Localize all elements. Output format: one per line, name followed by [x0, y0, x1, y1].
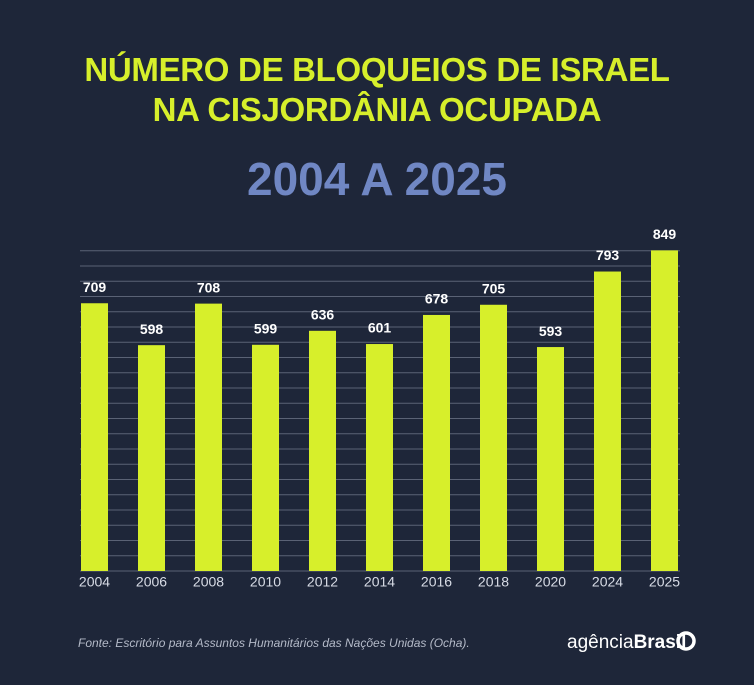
bar: [309, 330, 336, 571]
x-tick-label: 2014: [364, 574, 395, 590]
value-label: 601: [368, 320, 392, 336]
x-tick-label: 2012: [307, 574, 338, 590]
logo-bold: Brasil: [634, 632, 687, 653]
x-tick-label: 2006: [136, 574, 167, 590]
value-label: 593: [539, 323, 563, 339]
chart-title: NÚMERO DE BLOQUEIOS DE ISRAEL NA CISJORD…: [84, 51, 670, 128]
x-tick-label: 2016: [421, 574, 452, 590]
value-label: 599: [254, 320, 278, 336]
bar: [480, 304, 507, 571]
logo: agênciaBrasil: [567, 632, 686, 653]
bar: [138, 345, 165, 571]
value-label: 678: [425, 291, 449, 307]
x-tick-label: 2008: [193, 574, 224, 590]
value-label: 705: [482, 280, 506, 296]
bar: [651, 250, 678, 572]
chart-subtitle: 2004 A 2025: [246, 153, 508, 205]
bar: [81, 303, 108, 571]
x-tick-label: 2024: [592, 574, 623, 590]
bar: [366, 344, 393, 571]
value-label: 709: [83, 279, 107, 295]
value-label: 636: [311, 307, 335, 323]
bar: [537, 347, 564, 571]
bar: [252, 344, 279, 571]
bar: [594, 271, 621, 571]
x-tick-label: 2004: [79, 574, 110, 590]
x-tick-label: 2010: [250, 574, 281, 590]
bar: [423, 314, 450, 571]
x-tick-label: 2025: [649, 574, 680, 590]
x-tick-label: 2018: [478, 574, 509, 590]
logo-icon: [676, 631, 696, 651]
value-label: 708: [197, 279, 221, 295]
value-label: 849: [653, 226, 677, 242]
value-label: 793: [596, 247, 620, 263]
x-tick-label: 2020: [535, 574, 566, 590]
source-note: Fonte: Escritório para Assuntos Humanitá…: [78, 636, 470, 650]
value-label: 598: [140, 321, 164, 337]
logo-light: agência: [567, 632, 634, 653]
bar: [195, 303, 222, 571]
